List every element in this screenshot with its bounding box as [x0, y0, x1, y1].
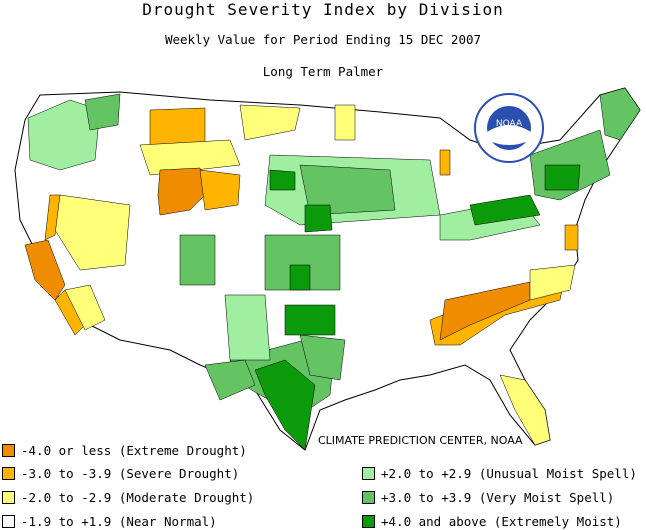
us-drought-map: NOAA	[14, 87, 641, 451]
region-kansas-very	[264, 234, 341, 291]
region-california-extreme	[24, 239, 66, 301]
region-northern-plains-moderate	[239, 104, 301, 141]
credit-text: CLIMATE PREDICTION CENTER, NOAA	[318, 434, 523, 447]
legend-label: +4.0 and above (Extremely Moist)	[381, 514, 622, 529]
region-louisiana-very	[299, 334, 346, 381]
legend-swatch	[2, 515, 15, 528]
region-midatlantic-severe	[564, 224, 579, 251]
region-maine-very	[599, 87, 641, 141]
legend-label: -2.0 to -2.9 (Moderate Drought)	[21, 490, 255, 505]
legend-label: -3.0 to -3.9 (Severe Drought)	[21, 466, 240, 481]
noaa-logo-text: NOAA	[496, 119, 523, 129]
region-oregon-severe	[44, 194, 61, 241]
legend-swatch	[362, 515, 375, 528]
legend-label: +2.0 to +2.9 (Unusual Moist Spell)	[381, 466, 637, 481]
region-west-texas-very	[204, 359, 256, 401]
legend-moderate-drought: -2.0 to -2.9 (Moderate Drought)	[2, 490, 254, 505]
region-arkansas-extreme	[284, 304, 336, 336]
legend-swatch	[2, 467, 15, 480]
legend-label: +3.0 to +3.9 (Very Moist Spell)	[381, 490, 615, 505]
region-pacific-northwest-moist	[27, 99, 101, 171]
region-wyoming-extreme	[157, 167, 206, 216]
map-subtitle: Weekly Value for Period Ending 15 DEC 20…	[164, 32, 482, 47]
region-arizona-moderate	[64, 284, 106, 331]
noaa-logo: NOAA	[474, 93, 544, 163]
legend-swatch	[2, 491, 15, 504]
division-fills	[24, 87, 641, 451]
region-wyoming-severe	[199, 169, 241, 211]
legend-swatch	[362, 467, 375, 480]
region-michigan-severe	[439, 149, 451, 176]
region-carolinas-moderate	[529, 264, 576, 301]
region-washington-very-moist	[84, 93, 121, 131]
region-sd-extreme	[269, 169, 296, 191]
map-title: Drought Severity Index by Division	[142, 0, 504, 19]
legend-swatch	[2, 444, 15, 457]
region-new-york-extreme	[544, 164, 581, 191]
legend-label: -4.0 or less (Extreme Drought)	[21, 443, 247, 458]
region-new-mexico-unusual	[224, 294, 271, 361]
region-great-lakes-extreme	[469, 194, 541, 226]
legend-unusual-moist: +2.0 to +2.9 (Unusual Moist Spell)	[362, 466, 637, 481]
region-midwest-very	[299, 164, 396, 216]
legend-label: -1.9 to +1.9 (Near Normal)	[21, 514, 217, 529]
region-florida-moderate	[499, 374, 551, 446]
region-colorado-very-moist	[179, 234, 216, 286]
legend-extremely-moist: +4.0 and above (Extremely Moist)	[362, 514, 622, 529]
legend-severe-drought: -3.0 to -3.9 (Severe Drought)	[2, 466, 239, 481]
legend-extreme-drought: -4.0 or less (Extreme Drought)	[2, 443, 247, 458]
index-name: Long Term Palmer	[262, 64, 384, 79]
region-montana-moderate	[139, 139, 241, 176]
region-texas-extreme	[254, 359, 316, 451]
region-tennessee-extreme	[439, 281, 531, 341]
legend-very-moist: +3.0 to +3.9 (Very Moist Spell)	[362, 490, 614, 505]
region-montana-severe	[149, 107, 206, 146]
region-oklahoma-extreme	[289, 264, 311, 291]
legend-near-normal: -1.9 to +1.9 (Near Normal)	[2, 514, 217, 529]
region-iowa-extreme	[304, 204, 333, 233]
region-wisconsin-moderate	[334, 104, 356, 141]
legend-swatch	[362, 491, 375, 504]
